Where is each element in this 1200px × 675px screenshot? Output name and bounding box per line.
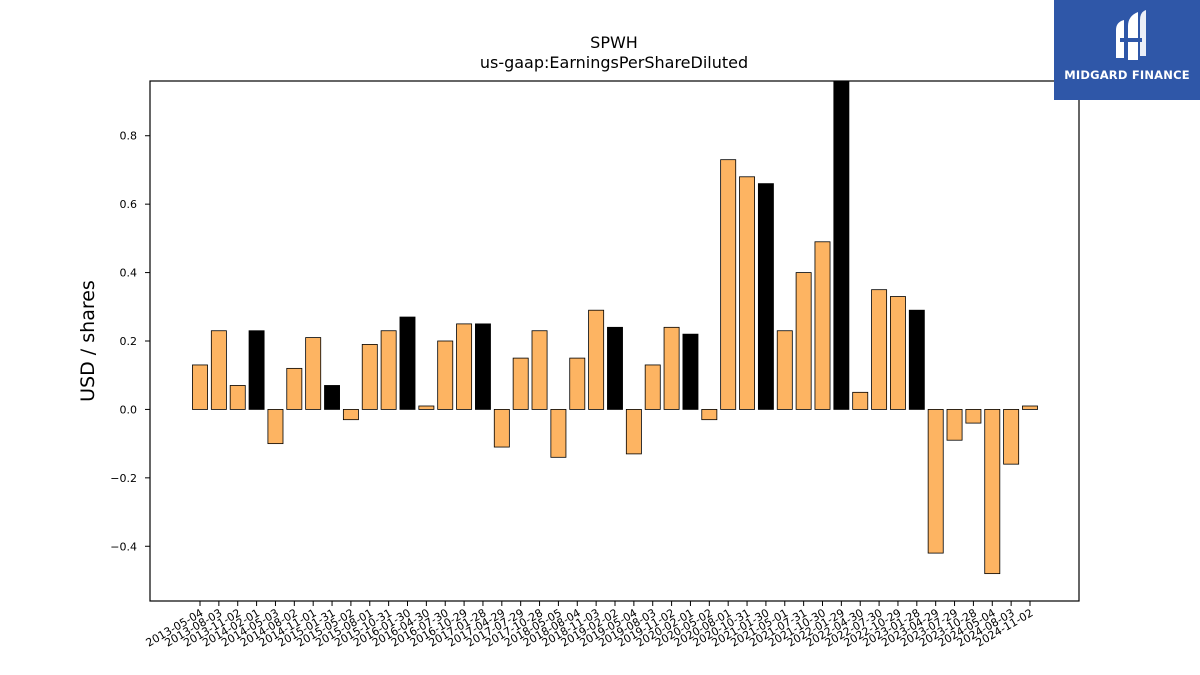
bar-2022-04-30 [852, 391, 869, 410]
plot-frame [149, 80, 1080, 602]
y-tick-label: 0.0 [120, 403, 138, 416]
bar-2022-01-29 [833, 80, 850, 410]
bar-2024-08-03 [1003, 409, 1020, 465]
bar-2021-10-30 [814, 241, 831, 410]
bar-2021-01-30 [757, 183, 774, 410]
bar-2013-08-03 [210, 330, 227, 410]
y-axis-ticks: −0.4 −0.2 0.0 0.2 0.4 0.6 0.8 [110, 130, 150, 553]
bar-2020-02-01 [682, 333, 699, 410]
bar-2014-02-01 [248, 330, 265, 410]
bar-2017-07-29 [512, 357, 529, 410]
bar-2018-05-05 [550, 409, 567, 458]
bar-2016-04-30 [418, 405, 435, 410]
bar-2023-07-29 [946, 409, 963, 441]
bar-2014-08-02 [286, 367, 303, 410]
bar-2020-10-31 [739, 176, 755, 410]
bar-2020-05-02 [701, 409, 718, 421]
bar-2015-08-01 [361, 344, 378, 410]
chart-subtitle: us-gaap:EarningsPerShareDiluted [480, 53, 748, 72]
bar-2024-05-04 [984, 409, 1001, 575]
y-axis-label: USD / shares [77, 280, 99, 402]
brand-mark-icon [1116, 10, 1146, 60]
bar-2014-05-03 [267, 409, 284, 445]
bar-2019-02-02 [607, 326, 623, 410]
bar-2013-05-04 [192, 364, 208, 410]
bar-2016-07-30 [437, 340, 454, 410]
bar-2015-05-02 [342, 409, 359, 421]
chart-title: SPWH [590, 33, 638, 52]
bar-2021-05-01 [776, 330, 793, 410]
y-tick-label: 0.4 [120, 267, 138, 280]
bar-2015-10-31 [380, 330, 397, 410]
bar-2016-01-30 [399, 316, 416, 410]
brand-name: MIDGARD FINANCE [1064, 68, 1190, 82]
y-tick-label: 0.8 [120, 130, 138, 143]
bar-2014-11-01 [305, 337, 322, 410]
bar-2019-05-04 [625, 409, 642, 455]
bar-2022-07-30 [871, 289, 888, 410]
bar-2018-08-04 [569, 357, 586, 410]
y-tick-label: 0.2 [120, 335, 138, 348]
y-tick-label: −0.2 [110, 472, 137, 485]
bar-2016-10-29 [456, 323, 473, 410]
bar-2019-11-02 [663, 326, 680, 410]
bar-2018-11-03 [588, 309, 605, 410]
bar-2023-04-29 [927, 409, 944, 554]
bar-2017-10-28 [531, 330, 548, 410]
bar-2024-11-02 [1022, 405, 1038, 410]
bar-2023-01-28 [908, 309, 925, 410]
x-axis-ticks: 2013-05-042013-08-032013-11-022014-02-01… [144, 601, 1036, 650]
bar-2017-04-29 [493, 409, 510, 448]
y-tick-label: −0.4 [110, 540, 137, 553]
brand-logo: MIDGARD FINANCE [1054, 0, 1200, 100]
y-tick-label: 0.6 [120, 198, 138, 211]
bar-2021-07-31 [795, 272, 812, 410]
bar-2020-08-01 [720, 159, 737, 410]
bar-2023-10-28 [965, 409, 982, 424]
bar-2015-01-31 [324, 385, 340, 410]
bar-2013-11-02 [229, 385, 246, 410]
bar-2022-10-29 [890, 296, 906, 410]
bars-layer [192, 80, 1038, 575]
bar-2019-08-03 [644, 364, 661, 410]
bar-2017-01-28 [475, 323, 491, 410]
